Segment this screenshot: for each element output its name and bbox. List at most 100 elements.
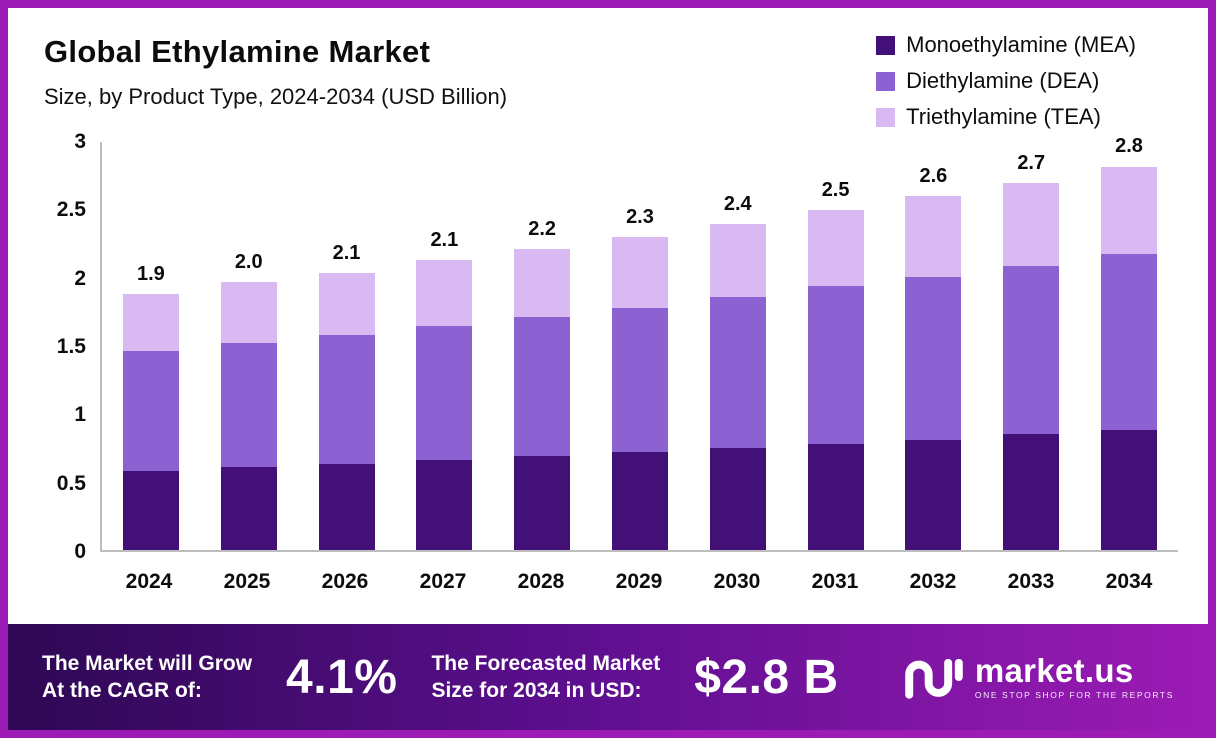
bar-total-label: 2.8 [1115, 135, 1143, 158]
bar-segment-dea [122, 351, 179, 472]
bar-segment-tea [318, 272, 375, 336]
page-subtitle: Size, by Product Type, 2024-2034 (USD Bi… [44, 84, 508, 109]
bar-group: 2.1 [395, 142, 493, 550]
bar-segment-mea [611, 452, 668, 550]
x-tick-label: 2034 [1105, 570, 1153, 593]
forecast-label-line2: Size for 2034 in USD: [431, 679, 642, 702]
bar-segment-mea [416, 460, 473, 550]
bar-segment-dea [514, 317, 571, 457]
bar-segment-tea [514, 249, 571, 318]
bar-group: 1.9 [102, 142, 200, 550]
stacked-bar [122, 294, 179, 550]
bar-segment-mea [709, 448, 766, 550]
bar-group: 2.5 [787, 142, 885, 550]
legend-item-mea: Monoethylamine (MEA) [876, 32, 1136, 58]
legend-swatch-tea [876, 107, 896, 127]
x-tick-label: 2028 [517, 570, 565, 593]
x-tick-label: 2029 [615, 570, 663, 593]
x-tick-label: 2030 [713, 570, 761, 593]
page-title: Global Ethylamine Market [44, 34, 431, 69]
market-us-logo-icon [905, 658, 963, 699]
x-tick-label: 2033 [1007, 570, 1055, 593]
stacked-bar [318, 272, 375, 550]
stacked-bar [709, 223, 766, 550]
bar-group: 2.8 [1080, 135, 1178, 550]
bar-segment-mea [122, 471, 179, 550]
y-tick-label: 0 [74, 540, 86, 563]
legend-swatch-mea [876, 35, 896, 55]
bar-segment-tea [807, 210, 864, 287]
stacked-bar [807, 210, 864, 550]
plot-area: 1.9 2.0 2.1 2.1 2.2 2.3 2.4 2.5 2.6 2.7 2.8 [100, 135, 1178, 552]
cagr-value: 4.1% [286, 650, 398, 704]
bar-total-label: 2.1 [332, 241, 361, 264]
x-tick-label: 2031 [811, 570, 859, 593]
bar-segment-dea [611, 307, 668, 453]
bar-total-label: 2.5 [821, 179, 850, 201]
bar-segment-dea [1003, 265, 1060, 435]
bar-segment-tea [1003, 182, 1060, 266]
legend-item-tea: Triethylamine (TEA) [876, 104, 1136, 130]
bar-segment-mea [807, 443, 864, 550]
bar-total-label: 2.4 [723, 192, 752, 215]
bar-group: 2.1 [298, 142, 396, 550]
bar-segment-tea [709, 223, 766, 298]
bar-segment-tea [611, 237, 668, 308]
brand-name: market.us [974, 652, 1134, 690]
stacked-bar [611, 237, 668, 550]
bar-segment-tea [416, 260, 473, 326]
bar-total-label: 2.2 [528, 218, 557, 241]
y-tick-label: 3 [74, 130, 86, 153]
x-tick-label: 2024 [125, 570, 173, 593]
bar-segment-dea [807, 286, 864, 444]
bar-group: 2.7 [982, 142, 1080, 550]
bar-total-label: 2.0 [234, 251, 263, 274]
legend-label-dea: Diethylamine (DEA) [906, 68, 1100, 93]
bar-group: 2.3 [591, 142, 689, 550]
stacked-bar [416, 260, 473, 550]
y-tick-label: 2 [74, 266, 86, 290]
bar-group: 2.4 [689, 142, 787, 550]
bar-segment-mea [905, 439, 962, 550]
bar-segment-dea [416, 325, 473, 461]
stacked-bar [1101, 166, 1158, 550]
bar-total-label: 2.1 [430, 229, 459, 252]
cagr-label-line2: At the CAGR of: [42, 679, 202, 702]
bar-total-label: 1.9 [137, 263, 165, 286]
cagr-label: The Market will Grow At the CAGR of: [42, 650, 252, 705]
x-tick-label: 2026 [321, 570, 369, 593]
y-axis: 0 0.5 1 1.5 2 2.5 3 [36, 130, 92, 563]
stacked-bar [1003, 182, 1060, 550]
footer-banner: The Market will Grow At the CAGR of: 4.1… [8, 624, 1208, 730]
cagr-label-line1: The Market will Grow [42, 651, 253, 675]
legend-label-tea: Triethylamine (TEA) [906, 104, 1101, 129]
bar-segment-dea [709, 297, 766, 449]
brand-text: market.us ONE STOP SHOP FOR THE REPORTS [975, 654, 1174, 700]
stacked-bar [905, 196, 962, 550]
brand-tagline: ONE STOP SHOP FOR THE REPORTS [974, 690, 1174, 701]
bar-segment-dea [318, 335, 375, 465]
legend: Monoethylamine (MEA) Diethylamine (DEA) … [876, 32, 1136, 130]
bar-segment-mea [514, 456, 571, 550]
x-tick-label: 2032 [909, 570, 957, 593]
bar-segment-dea [1101, 253, 1158, 431]
legend-label-mea: Monoethylamine (MEA) [906, 32, 1136, 57]
bar-total-label: 2.7 [1017, 151, 1046, 174]
brand-logo: market.us ONE STOP SHOP FOR THE REPORTS [903, 650, 1174, 704]
bar-segment-tea [122, 294, 179, 352]
bar-segment-tea [1101, 166, 1158, 254]
forecast-label-line1: The Forecasted Market [431, 651, 661, 675]
bar-segment-mea [318, 464, 375, 550]
bar-group: 2.6 [885, 142, 983, 550]
stacked-bar [220, 282, 277, 550]
bar-total-label: 2.3 [626, 206, 654, 229]
forecast-label: The Forecasted Market Size for 2034 in U… [431, 650, 660, 705]
bar-total-label: 2.6 [919, 165, 948, 188]
y-tick-label: 1.5 [56, 335, 86, 358]
bar-segment-dea [220, 343, 277, 468]
bar-segment-mea [1003, 434, 1060, 550]
bar-group: 2.2 [493, 142, 591, 550]
forecast-value: $2.8 B [694, 650, 839, 704]
bar-segment-dea [905, 276, 962, 440]
